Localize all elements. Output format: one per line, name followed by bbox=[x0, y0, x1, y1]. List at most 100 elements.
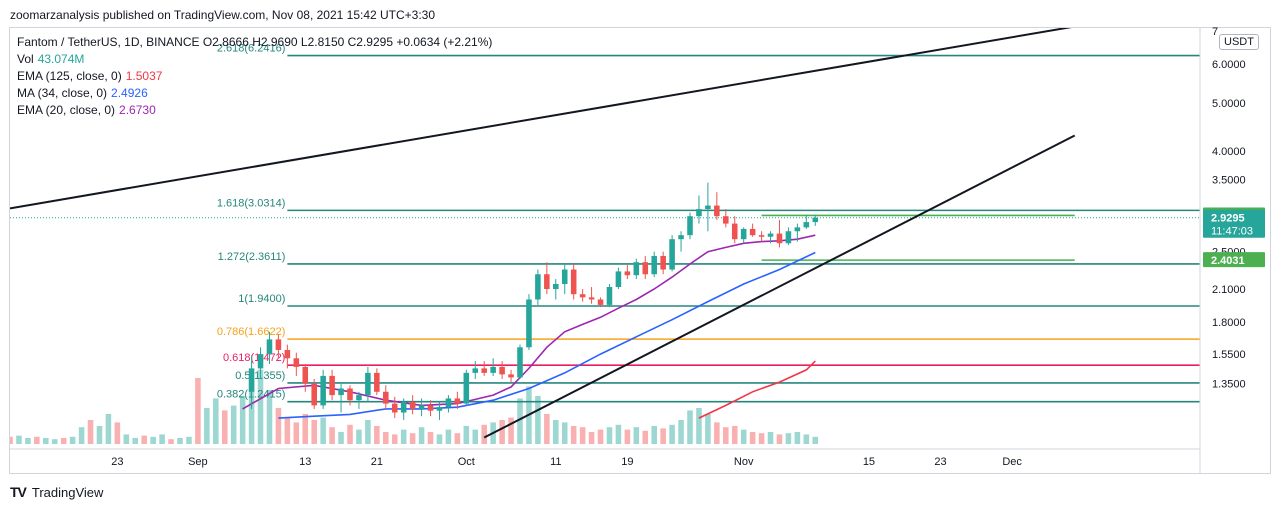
volume-bar bbox=[383, 432, 389, 444]
volume-bar bbox=[544, 414, 550, 444]
fib-level-label: 0.618(1.472) bbox=[223, 352, 285, 364]
volume-bar bbox=[400, 429, 407, 444]
volume-bar bbox=[96, 426, 103, 444]
candle-body bbox=[776, 233, 783, 244]
price-tag bbox=[1203, 209, 1265, 238]
volume-bar bbox=[10, 436, 13, 444]
candle-body bbox=[266, 339, 273, 355]
ema20-line bbox=[242, 234, 816, 410]
ema125-legend: EMA (125, close, 0) 1.5037 bbox=[17, 69, 162, 83]
price-tag-label: 2.4031 bbox=[1211, 255, 1245, 267]
volume-bar bbox=[159, 434, 165, 444]
candle-body bbox=[508, 374, 514, 378]
volume-bar bbox=[731, 426, 738, 444]
candle-body bbox=[383, 391, 389, 404]
volume-bar bbox=[651, 426, 657, 444]
volume-bar bbox=[427, 432, 434, 444]
fib-level-label: 1(1.9400) bbox=[238, 293, 285, 305]
candle-body bbox=[597, 299, 604, 305]
volume-bar bbox=[230, 405, 237, 444]
volume-bar bbox=[43, 438, 49, 444]
volume-bar bbox=[499, 420, 505, 444]
volume-bar bbox=[302, 414, 309, 444]
volume-bar bbox=[705, 414, 711, 444]
candle-body bbox=[570, 269, 577, 295]
volume-bar bbox=[51, 439, 58, 444]
time-tick-label: 21 bbox=[371, 456, 383, 468]
volume-bar bbox=[150, 436, 156, 444]
volume-bar bbox=[767, 432, 774, 444]
time-tick-label: 15 bbox=[863, 456, 875, 468]
time-tick-label: Nov bbox=[734, 456, 754, 468]
candle-body bbox=[499, 366, 505, 375]
candle-body bbox=[803, 222, 810, 228]
candle-layer bbox=[248, 182, 819, 420]
volume-bar bbox=[749, 432, 756, 444]
volume-bar bbox=[132, 438, 139, 444]
price-tag bbox=[1203, 252, 1265, 268]
candle-body bbox=[338, 388, 344, 396]
time-tick-label: 13 bbox=[299, 456, 311, 468]
candle-body bbox=[785, 231, 792, 244]
candle-body bbox=[714, 205, 720, 217]
time-tick-label: 19 bbox=[621, 456, 633, 468]
candle-body bbox=[320, 375, 326, 406]
volume-bar bbox=[16, 435, 22, 444]
volume-bar bbox=[633, 427, 640, 444]
fib-level-label: 2.618(6.2416) bbox=[217, 43, 286, 55]
candle-body bbox=[374, 372, 380, 392]
footer-brand[interactable]: TV TradingView bbox=[10, 484, 103, 500]
ema20-legend: EMA (20, close, 0) 2.6730 bbox=[17, 103, 156, 117]
candle-body bbox=[436, 407, 443, 411]
candle-body bbox=[544, 274, 550, 290]
candle-body bbox=[347, 388, 353, 401]
currency-unit-button[interactable]: USDT bbox=[1219, 34, 1259, 50]
time-tick-label: Sep bbox=[188, 456, 208, 468]
volume-bar bbox=[561, 422, 568, 444]
volume-bar bbox=[588, 432, 595, 444]
volume-bar bbox=[195, 378, 201, 444]
volume-bar bbox=[177, 438, 183, 444]
candle-body bbox=[687, 216, 693, 236]
candle-body bbox=[391, 403, 398, 413]
volume-bar bbox=[696, 408, 702, 444]
candle-body bbox=[418, 405, 425, 409]
volume-bar bbox=[320, 417, 326, 444]
volume-layer bbox=[10, 369, 819, 444]
volume-bar bbox=[266, 390, 273, 444]
candle-body bbox=[678, 235, 684, 240]
volume-bar bbox=[25, 438, 31, 444]
candle-body bbox=[526, 299, 532, 348]
candle-body bbox=[615, 271, 622, 287]
price-tick-label: 1.5500 bbox=[1212, 349, 1246, 361]
volume-bar bbox=[204, 408, 210, 444]
volume-bar bbox=[570, 426, 577, 444]
candle-body bbox=[490, 366, 496, 373]
volume-bar bbox=[758, 433, 765, 444]
volume-bar bbox=[347, 424, 353, 444]
volume-bar bbox=[69, 436, 76, 444]
volume-bar bbox=[517, 398, 523, 444]
candle-body bbox=[812, 217, 819, 223]
candle-body bbox=[356, 395, 362, 401]
candle-body bbox=[553, 283, 559, 290]
candle-body bbox=[365, 372, 371, 396]
tradingview-logo-icon: TV bbox=[10, 484, 27, 500]
price-tick-label: 2.1000 bbox=[1212, 284, 1246, 296]
volume-bar bbox=[454, 433, 461, 444]
volume-bar bbox=[436, 434, 443, 444]
time-tick-label: 23 bbox=[934, 456, 946, 468]
volume-bar bbox=[669, 424, 675, 444]
axis-layer: 76.00005.00004.00003.50002.50002.10001.8… bbox=[10, 26, 1265, 474]
volume-bar bbox=[213, 398, 219, 444]
time-tick-label: Oct bbox=[458, 456, 475, 468]
volume-bar bbox=[248, 378, 255, 444]
candle-body bbox=[248, 368, 255, 392]
candle-body bbox=[651, 255, 657, 275]
candle-body bbox=[311, 383, 317, 406]
volume-bar bbox=[356, 429, 362, 444]
volume-bar bbox=[338, 432, 344, 444]
volume-bar bbox=[642, 430, 649, 444]
price-tag-label: 2.9295 bbox=[1211, 213, 1245, 225]
